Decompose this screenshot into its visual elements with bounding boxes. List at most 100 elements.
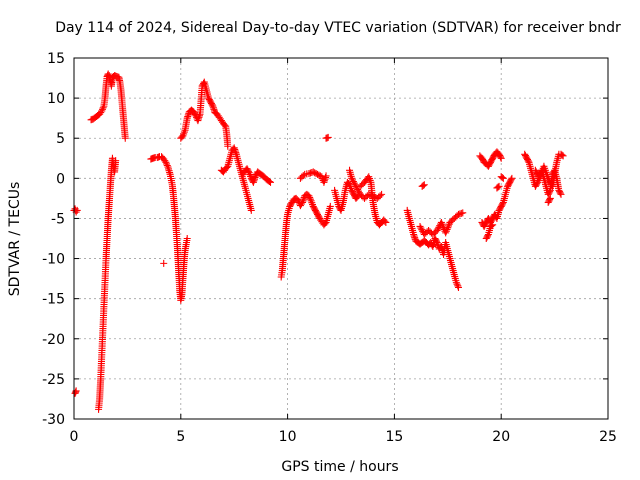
data-point: [558, 151, 566, 159]
data-point: [247, 206, 255, 214]
data-point: [498, 174, 506, 182]
data-point: [99, 104, 107, 112]
data-point: [221, 121, 229, 129]
data-point: [499, 200, 507, 208]
data-point: [224, 142, 232, 150]
data-point: [350, 179, 358, 187]
data-point: [162, 158, 170, 166]
data-point: [524, 157, 532, 165]
data-point: [496, 153, 504, 161]
y-tick-label: -25: [42, 372, 65, 388]
data-point: [322, 172, 330, 180]
data-point: [306, 194, 314, 202]
data-point: [494, 183, 502, 191]
data-point: [445, 222, 453, 230]
data-point: [112, 157, 120, 165]
data-point: [499, 174, 507, 182]
data-point: [163, 162, 171, 169]
data-point: [98, 105, 106, 113]
data-point: [484, 232, 492, 240]
y-tick-label: -15: [42, 292, 65, 308]
data-point: [97, 109, 105, 117]
data-point: [351, 181, 359, 189]
data-point: [438, 220, 446, 228]
data-point: [378, 190, 386, 198]
data-point: [531, 166, 539, 174]
data-point: [161, 157, 169, 165]
y-tick-label: 0: [56, 171, 65, 187]
y-tick-label: 5: [56, 131, 65, 147]
data-point: [73, 206, 81, 214]
data-point: [489, 221, 497, 229]
x-tick-label: 10: [279, 429, 297, 445]
x-tick-label: 0: [70, 429, 79, 445]
data-point: [442, 227, 450, 235]
x-tick-label: 20: [492, 429, 510, 445]
chart-title: Day 114 of 2024, Sidereal Day-to-day VTE…: [55, 20, 621, 36]
data-point: [104, 70, 112, 78]
data-point: [443, 225, 451, 233]
data-point: [417, 224, 425, 232]
data-point: [376, 192, 384, 200]
data-point: [459, 209, 467, 217]
x-axis-label: GPS time / hours: [281, 459, 398, 475]
data-point: [381, 217, 389, 225]
data-point: [267, 178, 275, 186]
data-point: [546, 196, 554, 204]
data-point: [418, 226, 426, 234]
data-point: [163, 160, 171, 168]
data-point: [98, 107, 106, 115]
data-point: [432, 237, 440, 245]
data-point: [508, 174, 516, 182]
data-point: [321, 220, 329, 228]
data-point: [437, 218, 445, 226]
data-point: [326, 202, 334, 210]
data-point: [419, 182, 427, 190]
data-point: [434, 225, 442, 233]
data-point: [488, 222, 496, 230]
data-point: [315, 213, 323, 221]
y-tick-label: -30: [42, 412, 65, 428]
data-point: [507, 176, 515, 184]
data-point: [223, 164, 231, 171]
data-point: [265, 178, 273, 186]
data-point: [121, 134, 129, 142]
axis-ticks: 0 5 10 15 20 25 -30 -25 -20 -15 -10 -5 0 5 10 15: [42, 51, 617, 445]
data-point: [533, 180, 541, 188]
data-point: [297, 200, 305, 208]
data-point: [208, 101, 216, 109]
data-point: [556, 189, 564, 197]
data-point: [433, 226, 441, 234]
data-point: [348, 174, 356, 182]
data-point: [287, 200, 295, 208]
data-point: [306, 195, 314, 203]
data-point: [160, 259, 168, 267]
data-point: [420, 181, 428, 189]
y-tick-label: -20: [42, 332, 65, 348]
data-point: [349, 176, 357, 184]
data-point: [557, 190, 565, 198]
data-point: [442, 229, 450, 237]
data-point: [324, 133, 332, 141]
data-point: [355, 187, 363, 195]
data-points: [70, 70, 567, 413]
data-point: [349, 178, 357, 186]
plot-area: [73, 57, 609, 420]
data-point: [497, 154, 505, 162]
data-point: [244, 167, 252, 175]
data-point: [495, 182, 503, 190]
x-tick-label: 15: [385, 429, 403, 445]
data-point: [416, 222, 424, 230]
y-tick-label: 10: [47, 91, 65, 107]
data-point: [382, 218, 390, 226]
data-point: [559, 152, 567, 160]
data-point: [183, 235, 191, 242]
data-point: [353, 184, 361, 192]
data-point: [452, 279, 460, 287]
grid-lines: [74, 58, 608, 419]
data-point: [305, 192, 313, 200]
data-point: [546, 194, 554, 202]
y-axis-label: SDTVAR / TECUs: [7, 182, 23, 297]
data-point: [546, 188, 554, 196]
